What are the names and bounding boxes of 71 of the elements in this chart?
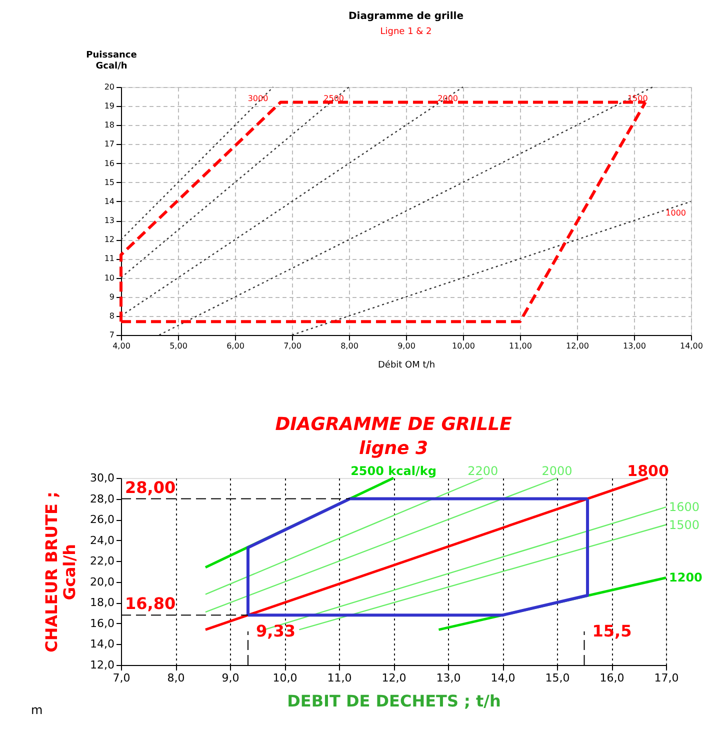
y-tick-label: 28,0 [90,492,114,506]
chart-title: DIAGRAMME DE GRILLE [275,414,512,435]
series-label: 1800 [627,462,669,480]
y-tick-label: 20 [104,82,114,92]
x-tick-label: 4,00 [112,342,130,350]
series-label: 2500 kcal/kg [350,464,436,478]
x-axis-title: DEBIT DE DECHETS ; t/h [287,692,501,710]
y-tick-label: 15 [104,178,114,187]
y-tick-label: 17 [104,140,114,149]
y-tick-label: 18,0 [90,596,114,610]
x-tick-label: 7,0 [112,672,130,684]
x-axis-title: Débit OM t/h [378,360,436,370]
x-tick-label: 15,0 [545,672,570,684]
series-label: 2000 [438,94,458,103]
y-tick-label: 18 [104,120,114,130]
chart-subtitle: ligne 3 [358,438,428,459]
chart-title: Diagramme de grille [348,11,464,22]
y-tick-label: 7 [109,330,114,340]
series-label: 2500 [324,94,344,103]
y-tick-label: 10 [104,273,114,282]
y-tick-label: 16,0 [90,616,114,630]
y-tick-label: 20,0 [90,575,114,588]
x-tick-label: 5,00 [170,342,188,350]
ref-line-label: 16,80 [125,594,176,614]
x-tick-label: 8,0 [167,672,185,684]
y-tick-label: 9 [109,292,114,302]
ref-line-label: 28,00 [125,478,176,497]
series-label: 3000 [248,94,268,103]
x-tick-label: 10,00 [452,342,475,350]
ref-line-label: 9,33 [256,621,296,640]
y-tick-label: 8 [109,311,114,320]
chart-subtitle: Ligne 1 & 2 [380,27,432,37]
x-tick-label: 17,0 [654,672,679,684]
x-tick-label: 14,00 [680,342,703,350]
x-tick-label: 10,0 [272,672,298,684]
ref-line-label: 15,5 [592,621,632,640]
series-label: 2000 [542,464,572,478]
x-tick-label: 12,0 [382,672,406,684]
y-tick-label: 22,0 [90,554,114,568]
y-tick-label: 26,0 [90,513,114,526]
y-tick-label: 13 [104,216,114,226]
x-tick-label: 14,0 [490,672,516,684]
y-tick-label: 24,0 [90,534,114,547]
y-tick-label: 16 [104,158,114,168]
series-label: 1500 [669,518,700,532]
y-tick-label: 14 [104,196,114,206]
x-tick-label: 7,00 [284,342,302,350]
x-tick-label: 9,00 [398,342,416,350]
series-label: 1600 [669,500,700,514]
y-tick-label: 14,0 [90,638,114,651]
series-label: 1200 [669,570,702,585]
y-tick-label: 19 [104,102,114,111]
series-label: 1000 [666,208,686,218]
x-tick-label: 11,00 [509,342,532,350]
y-tick-label: 30,0 [90,472,114,484]
x-tick-label: 9,0 [222,672,240,684]
y-axis-title: CHALEUR BRUTE ; Gcal/h [42,492,80,652]
text: m [31,703,43,717]
x-tick-label: 12,00 [566,342,589,350]
x-tick-label: 13,00 [623,342,646,350]
y-tick-label: 12,0 [90,658,114,672]
y-axis-title: Puissance Gcal/h [86,50,137,72]
x-tick-label: 11,0 [327,672,352,684]
y-tick-label: 11 [104,254,114,264]
x-tick-label: 16,0 [600,672,624,684]
series-label: 1500 [627,94,648,103]
y-tick-label: 12 [104,235,114,244]
series-label: 2200 [468,464,498,478]
x-tick-label: 8,00 [340,342,358,350]
x-tick-label: 6,00 [226,342,244,350]
x-tick-label: 13,0 [436,672,461,684]
